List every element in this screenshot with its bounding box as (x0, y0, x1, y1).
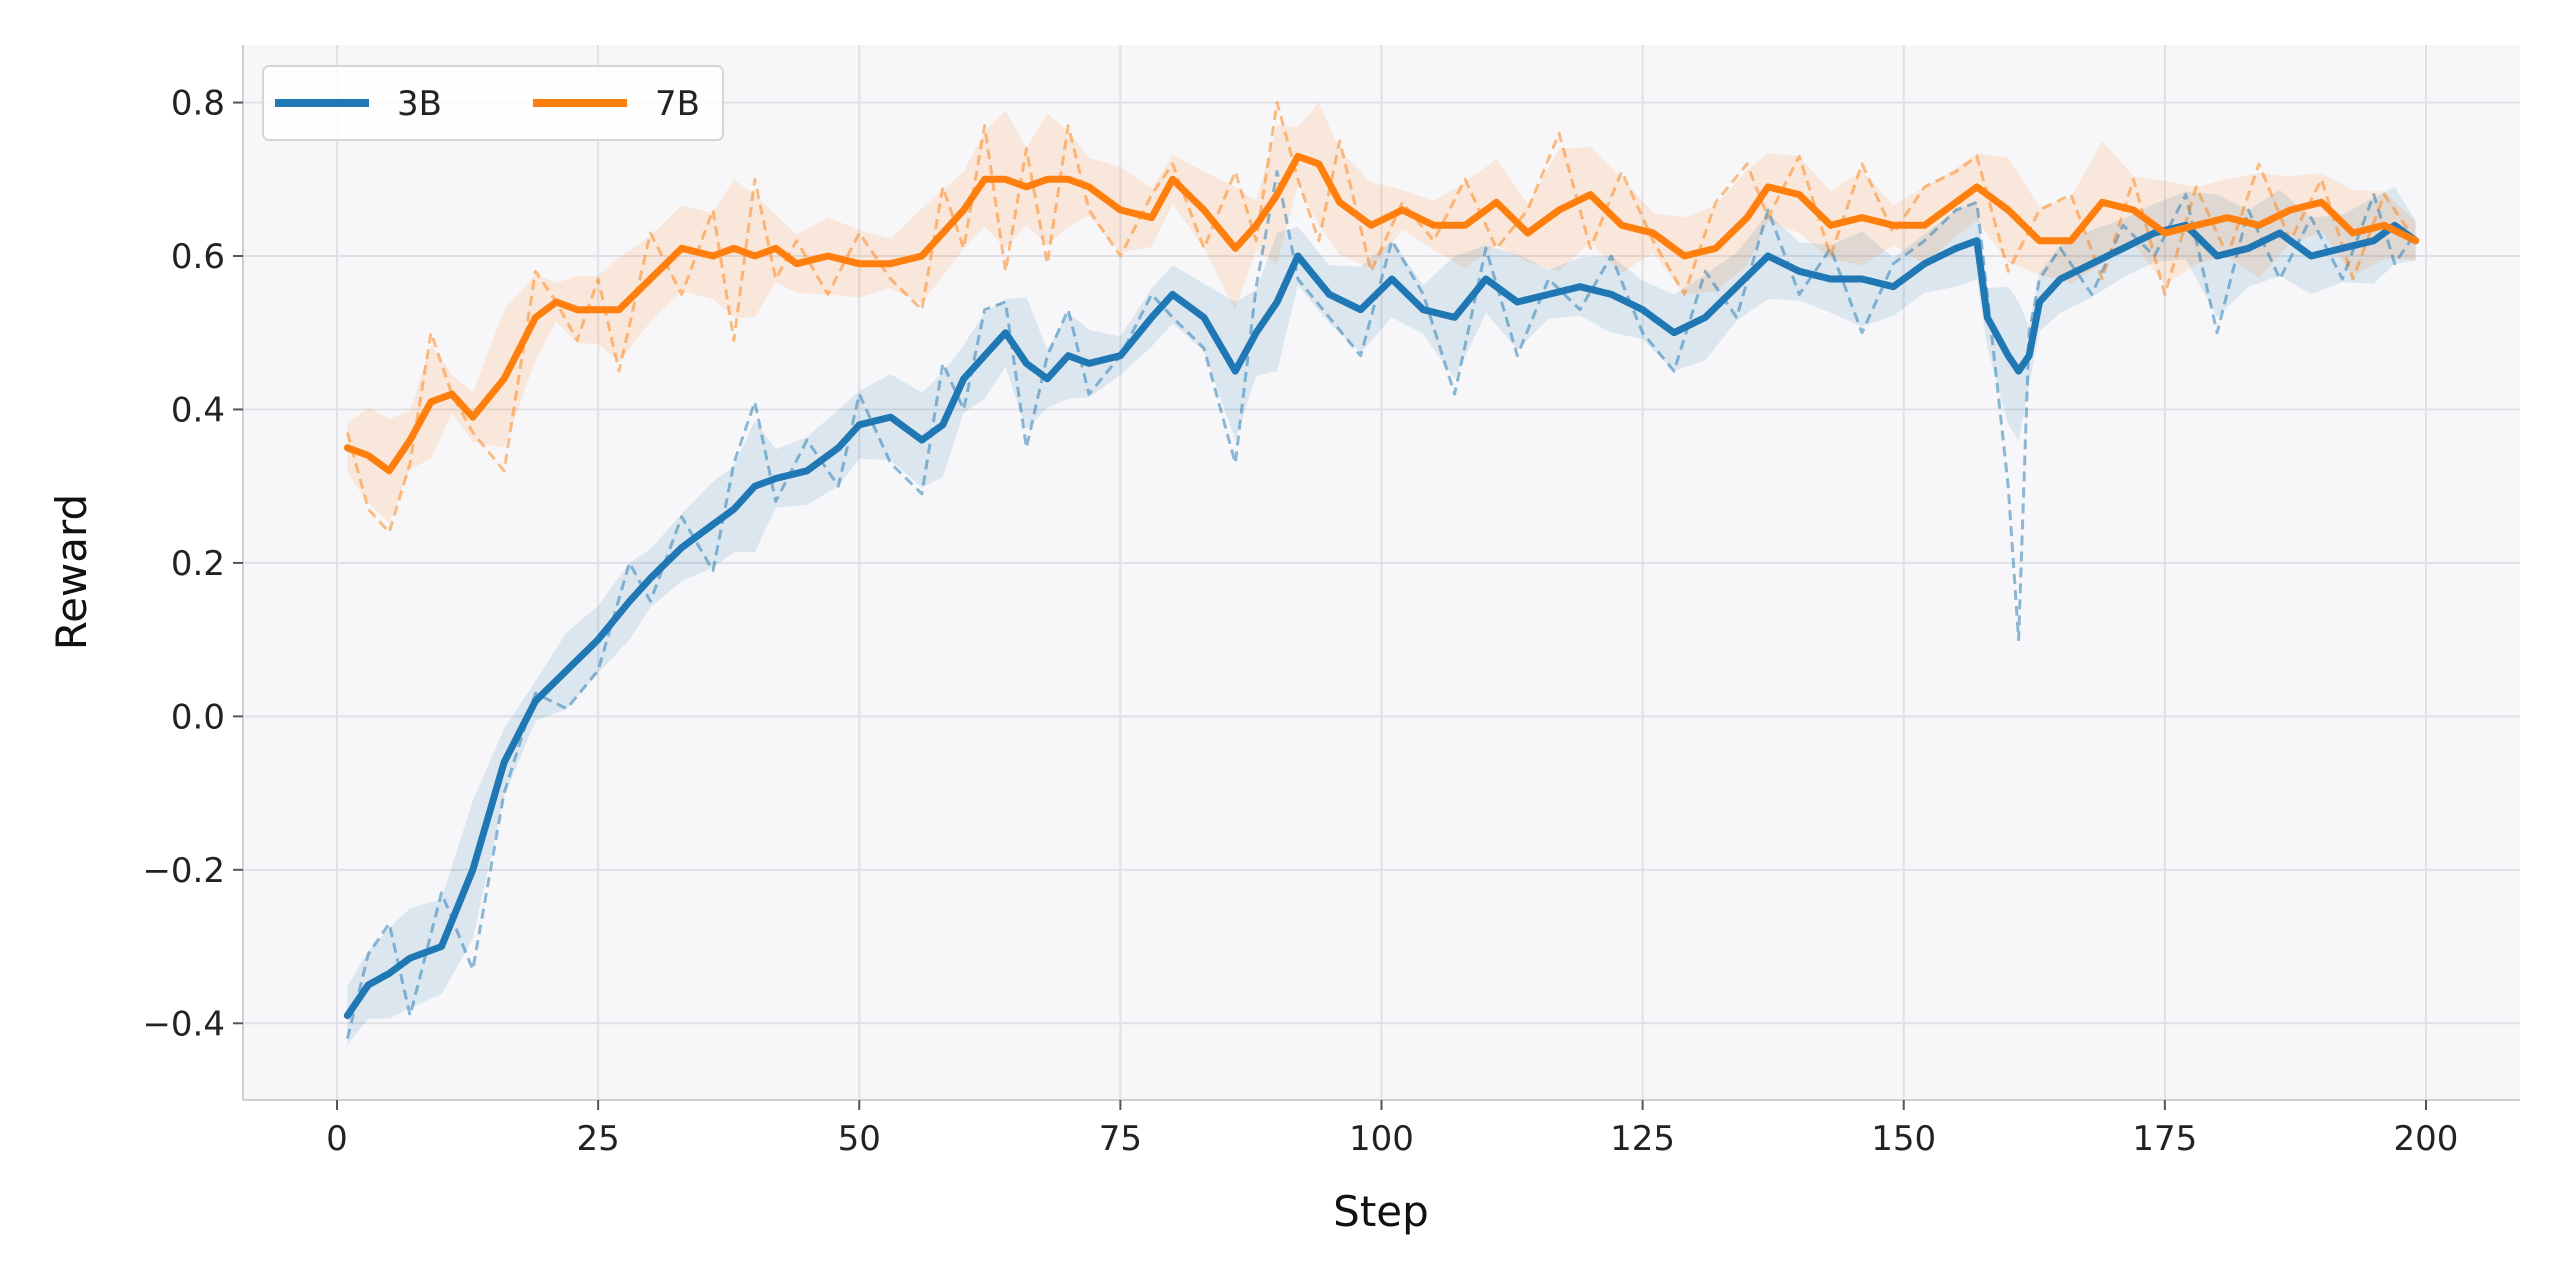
y-tick-label: 0.2 (171, 544, 225, 584)
x-tick-label: 100 (1349, 1119, 1414, 1159)
x-tick-label: 125 (1610, 1119, 1675, 1159)
legend-frame (262, 65, 724, 141)
x-tick-label: 175 (2132, 1119, 2197, 1159)
series-7B-raw-line (345, 101, 2417, 534)
series-7B-band (347, 102, 2416, 523)
x-tick-label: 150 (1871, 1119, 1936, 1159)
x-tick-label: 0 (326, 1119, 348, 1159)
smoothed-series-lines (343, 152, 2420, 1020)
y-axis-label: Reward (47, 494, 96, 650)
y-tick-label: 0.6 (171, 237, 225, 277)
axis-ticks: 0 25 50 75 100 125 150 175 200 −0.4 −0.2 0.0 0.2 0.4 0… (142, 84, 2458, 1159)
x-tick-label: 50 (838, 1119, 881, 1159)
series-3B-line (343, 221, 2420, 1020)
legend-label-7B: 7B (655, 84, 700, 124)
x-tick-label: 25 (576, 1119, 619, 1159)
y-tick-label: 0.8 (171, 84, 225, 124)
y-tick-label: −0.2 (142, 851, 225, 891)
legend: 3B 7B (262, 65, 724, 141)
x-tick-label: 75 (1099, 1119, 1142, 1159)
x-axis-label: Step (1333, 1187, 1429, 1236)
raw-series-lines (345, 101, 2417, 1039)
y-tick-label: −0.4 (142, 1004, 225, 1044)
confidence-bands (347, 102, 2416, 1045)
series-7B-line (343, 152, 2420, 475)
x-tick-label: 200 (2394, 1119, 2459, 1159)
y-tick-label: 0.0 (171, 697, 225, 737)
legend-label-3B: 3B (397, 84, 442, 124)
series-3B-raw-line (345, 170, 2417, 1039)
series-3B-band (347, 186, 2416, 1045)
y-tick-label: 0.4 (171, 390, 225, 430)
